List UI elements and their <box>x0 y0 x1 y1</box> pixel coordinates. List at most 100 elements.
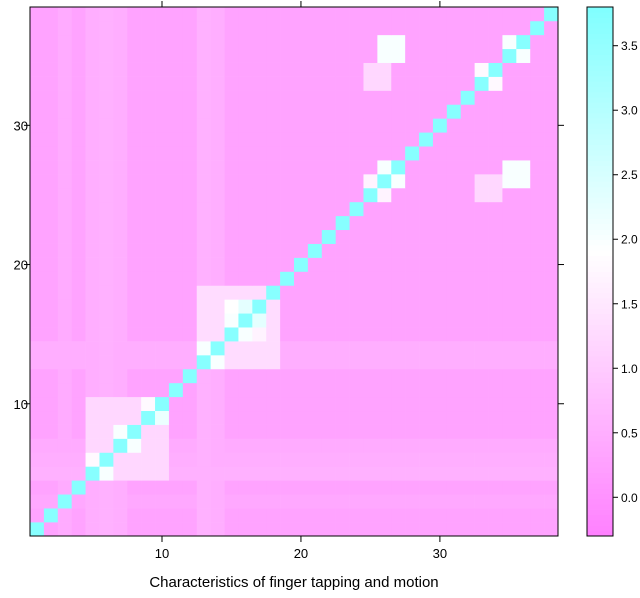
heatmap-cell <box>446 341 462 356</box>
heatmap-cell <box>446 34 462 50</box>
heatmap-cell <box>544 7 559 22</box>
heatmap-cell <box>99 438 114 453</box>
heatmap-cell <box>266 174 281 189</box>
colorbar-segment <box>587 86 613 93</box>
heatmap-cell <box>349 285 364 300</box>
heatmap-cell <box>460 104 475 119</box>
heatmap-cell <box>419 104 434 119</box>
heatmap-cell <box>141 7 156 22</box>
colorbar-segment <box>587 213 613 219</box>
heatmap-cell <box>224 522 239 537</box>
heatmap-cell <box>460 299 475 314</box>
heatmap-cell <box>155 508 170 523</box>
heatmap-cell <box>516 76 531 91</box>
heatmap-cell <box>321 132 336 147</box>
heatmap-cell <box>460 229 475 244</box>
heatmap-cell <box>544 382 559 398</box>
colorbar-tick-label: 0.5 <box>621 426 638 440</box>
heatmap-cell <box>155 187 170 203</box>
heatmap-cell <box>238 90 253 105</box>
heatmap-cell <box>544 285 559 300</box>
heatmap-cell <box>432 424 448 439</box>
heatmap-cell <box>168 160 184 175</box>
heatmap-cell <box>294 187 309 203</box>
heatmap-cell <box>155 7 170 22</box>
heatmap-cell <box>405 410 420 425</box>
heatmap-cell <box>127 355 142 370</box>
heatmap-cell <box>307 382 323 398</box>
heatmap-cell <box>113 480 128 495</box>
heatmap-cell <box>363 438 378 453</box>
heatmap-cell <box>419 438 434 453</box>
heatmap-cell <box>224 229 239 244</box>
heatmap-cell <box>377 368 392 384</box>
heatmap-cell <box>182 299 198 314</box>
colorbar-segment <box>587 334 613 341</box>
heatmap-cell <box>544 34 559 50</box>
heatmap-cell <box>321 494 336 509</box>
heatmap-cell <box>252 299 267 314</box>
heatmap-cell <box>71 494 86 509</box>
heatmap-cell <box>168 229 184 244</box>
heatmap-cell <box>460 341 475 356</box>
heatmap-cell <box>280 201 295 217</box>
heatmap-cell <box>30 271 45 286</box>
heatmap-cell <box>544 424 559 439</box>
heatmap-cell <box>474 452 489 467</box>
heatmap-cell <box>474 327 489 342</box>
heatmap-cell <box>530 104 545 119</box>
colorbar-segment <box>587 255 613 262</box>
heatmap-cell <box>405 341 420 356</box>
colorbar: 0.00.51.01.52.02.53.03.5 <box>586 6 638 537</box>
heatmap-cell <box>30 327 45 342</box>
heatmap-cell <box>502 62 517 77</box>
heatmap-cell <box>30 48 45 63</box>
heatmap-cell <box>238 313 253 328</box>
heatmap-cell <box>363 132 378 147</box>
heatmap-cell <box>530 146 545 161</box>
heatmap-cell <box>238 452 253 467</box>
heatmap-cell <box>266 243 281 258</box>
heatmap-cell <box>57 271 72 286</box>
heatmap-cell <box>141 160 156 175</box>
heatmap-cell <box>238 396 253 412</box>
heatmap-cell <box>363 522 378 537</box>
heatmap-cell <box>155 118 170 133</box>
heatmap-cell <box>155 355 170 370</box>
heatmap-cell <box>266 452 281 467</box>
heatmap-cell <box>294 396 309 412</box>
heatmap-cell <box>210 257 225 272</box>
heatmap-cell <box>405 466 420 481</box>
heatmap-cell <box>280 271 295 286</box>
heatmap-cell <box>405 7 420 22</box>
heatmap-cell <box>99 48 114 63</box>
heatmap-cell <box>43 508 59 523</box>
heatmap-cell <box>30 438 45 453</box>
heatmap-cell <box>168 424 184 439</box>
heatmap-cell <box>335 76 350 91</box>
heatmap-cell <box>516 201 531 217</box>
heatmap-cell <box>238 7 253 22</box>
heatmap-cell <box>363 160 378 175</box>
heatmap-cell <box>321 34 336 50</box>
heatmap-cell <box>363 257 378 272</box>
heatmap-cell <box>294 229 309 244</box>
heatmap-cell <box>127 160 142 175</box>
heatmap-cell <box>43 480 59 495</box>
x-axis-label: Characteristics of finger tapping and mo… <box>149 574 438 591</box>
heatmap-cell <box>474 355 489 370</box>
heatmap-cell <box>99 174 114 189</box>
heatmap-cell <box>377 48 392 63</box>
colorbar-segment <box>587 467 613 473</box>
heatmap-cell <box>266 508 281 523</box>
heatmap-cell <box>446 452 462 467</box>
heatmap-cell <box>155 104 170 119</box>
heatmap-cell <box>502 118 517 133</box>
heatmap-cell <box>196 7 211 22</box>
heatmap-cell <box>307 215 323 231</box>
heatmap-cell <box>294 7 309 22</box>
heatmap-cell <box>196 355 211 370</box>
heatmap-cell <box>238 229 253 244</box>
heatmap-cell <box>43 396 59 412</box>
heatmap-cell <box>516 424 531 439</box>
